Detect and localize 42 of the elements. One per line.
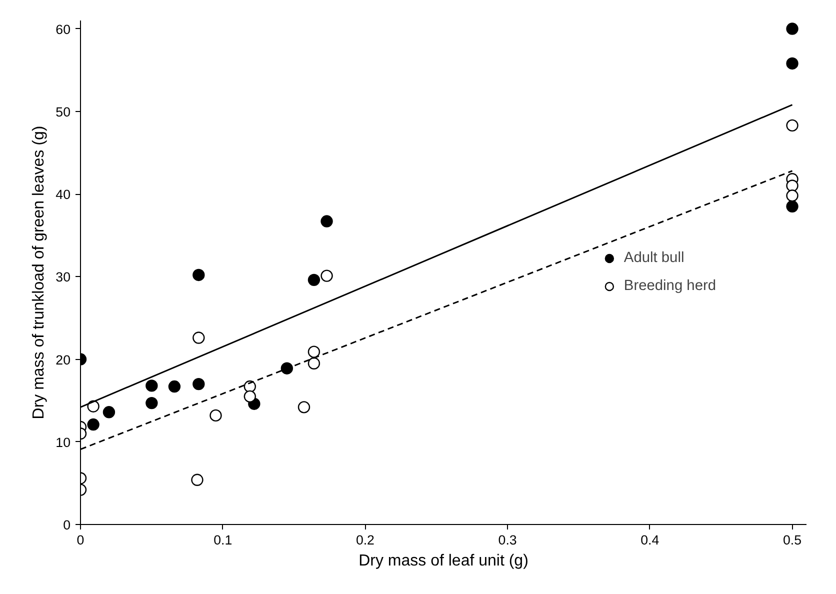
legend-label: Adult bull xyxy=(624,250,684,266)
point xyxy=(192,378,205,390)
point xyxy=(102,406,116,418)
x-tick-label: 0 xyxy=(76,532,84,548)
point xyxy=(87,418,100,431)
point xyxy=(191,474,204,486)
y-axis-title: Dry mass of trunkload of green leaves (g) xyxy=(30,126,48,420)
x-axis-title: Dry mass of leaf unit (g) xyxy=(358,552,528,570)
point xyxy=(298,401,310,414)
point xyxy=(87,400,100,412)
x-tick-label: 0.2 xyxy=(356,532,374,548)
point xyxy=(168,380,181,393)
point xyxy=(786,119,798,132)
x-tick-label: 0.1 xyxy=(214,532,232,548)
point xyxy=(146,380,158,392)
y-tick-label: 40 xyxy=(56,187,71,202)
point xyxy=(786,200,798,212)
y-tick-label: 60 xyxy=(56,22,71,37)
point xyxy=(786,22,798,35)
point xyxy=(308,274,320,286)
point xyxy=(308,357,320,370)
point xyxy=(244,390,256,403)
x-tick-label: 0.3 xyxy=(498,532,517,548)
point xyxy=(280,362,294,374)
y-tick-label: 10 xyxy=(56,434,71,450)
point xyxy=(192,332,205,344)
y-tick-label: 30 xyxy=(56,270,71,285)
legend-label: Breeding herd xyxy=(624,278,716,294)
x-tick-label: 0.5 xyxy=(783,532,802,548)
point xyxy=(320,270,333,282)
point xyxy=(320,215,333,228)
point xyxy=(308,346,320,358)
y-tick-label: 20 xyxy=(56,352,71,368)
x-tick-label: 0.4 xyxy=(640,532,660,548)
y-tick-label: 50 xyxy=(56,104,71,120)
point xyxy=(786,57,798,70)
point xyxy=(786,180,798,192)
point xyxy=(210,409,222,422)
point xyxy=(146,396,158,410)
point xyxy=(192,268,205,282)
point xyxy=(786,190,798,202)
y-tick-label: 0 xyxy=(63,518,71,532)
